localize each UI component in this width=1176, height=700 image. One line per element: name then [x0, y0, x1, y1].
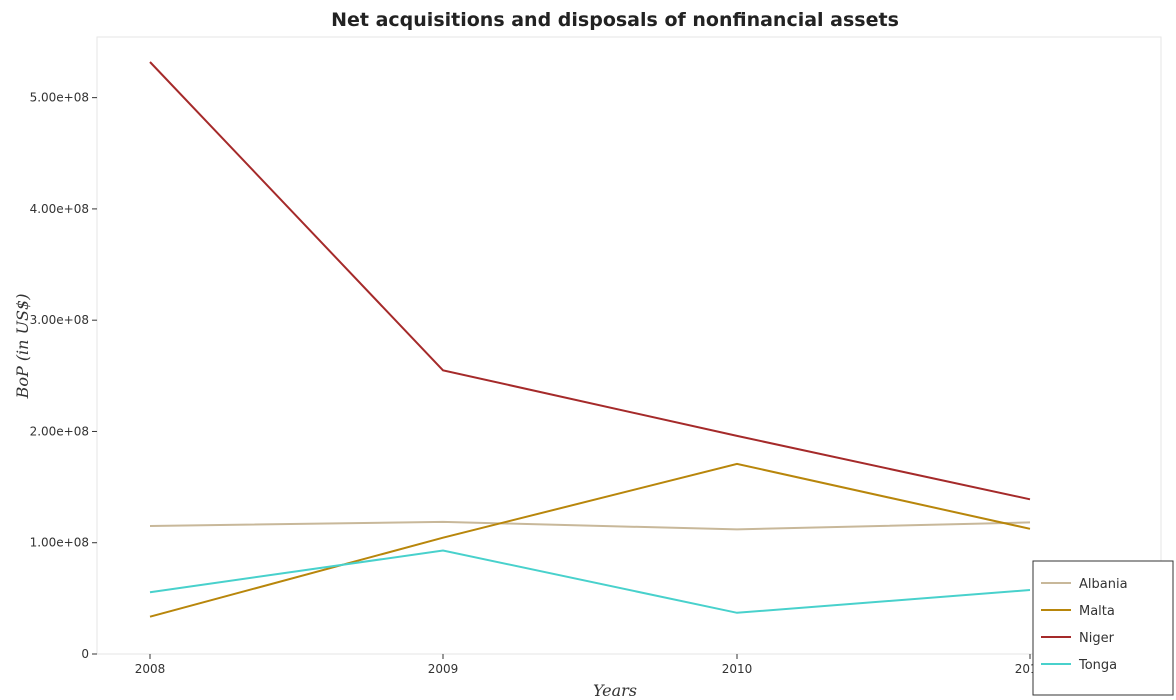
x-axis-label: Years	[593, 681, 637, 700]
x-tick-label: 2010	[722, 662, 753, 676]
series-lines	[149, 61, 1031, 618]
x-tick-label: 2009	[428, 662, 459, 676]
legend: Albania Malta Niger Tonga	[1032, 560, 1174, 696]
legend-label-tonga: Tonga	[1078, 658, 1117, 673]
plot-area	[96, 36, 1162, 655]
series-line-malta	[149, 462, 1031, 618]
legend-label-niger: Niger	[1079, 631, 1115, 646]
series-line-tonga	[149, 549, 1031, 614]
legend-label-albania: Albania	[1079, 577, 1128, 592]
y-tick-label: 2.00e+08	[30, 424, 89, 438]
y-tick-label: 1.00e+08	[30, 536, 89, 550]
chart-title: Net acquisitions and disposals of nonfin…	[331, 9, 899, 31]
y-axis: 0 1.00e+08 2.00e+08 3.00e+08 4.00e+08 5.00e+0…	[30, 91, 97, 661]
y-tick-label: 5.00e+08	[30, 91, 89, 105]
y-tick-label: 0	[81, 647, 89, 661]
x-tick-label: 2008	[135, 662, 166, 676]
series-line-albania	[149, 520, 1031, 531]
series-line-niger	[149, 61, 1031, 501]
y-tick-label: 3.00e+08	[30, 313, 89, 327]
y-tick-label: 4.00e+08	[30, 202, 89, 216]
x-axis: 2008 2009 2010 2011	[135, 654, 1045, 676]
y-axis-label: BoP (in US$)	[13, 294, 32, 400]
legend-label-malta: Malta	[1079, 604, 1115, 619]
